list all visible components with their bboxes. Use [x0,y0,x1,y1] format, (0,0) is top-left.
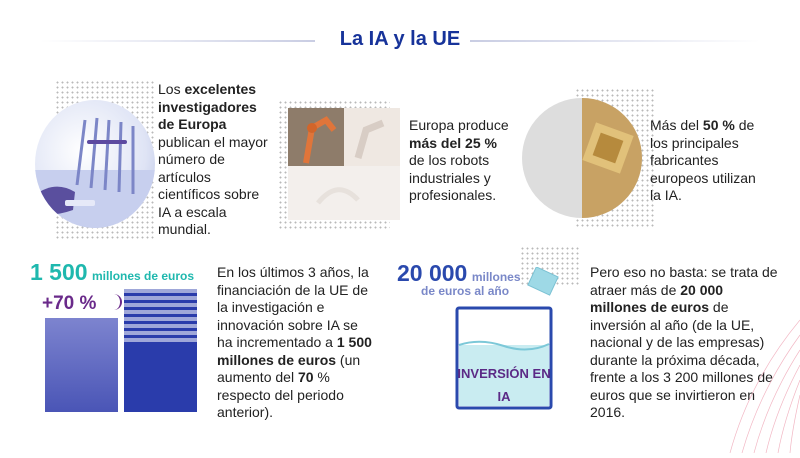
chip-pie-icon [522,98,642,218]
text-segment: publican el mayor número de artículos ci… [158,133,268,238]
pouring-cube-icon [525,266,561,297]
text-highlight: 20 000 millones de euros [590,281,724,316]
funding-stat: 1 500 millones de euros [30,259,194,286]
page-title: La IA y la UE [339,28,461,50]
text-highlight: excelentes investigadores de Europa [158,81,257,132]
corner-decoration [720,300,800,454]
text-segment: de los robots industriales y profesional… [409,152,497,203]
text-highlight: 1 500 millones de euros [217,334,372,368]
text-segment: Pero eso no basta: se trata de atraer má… [590,264,778,298]
stat-value: 1 500 [30,259,88,285]
text-segment: % respecto del periodo anterior). [217,369,344,420]
manufacturers-text: Más del 50 % de los principales fabrican… [650,117,760,205]
text-highlight: 50 % [702,117,735,133]
text-highlight: 70 [297,369,314,385]
robots-photo [288,108,400,220]
researchers-text: Los excelentes investigadores de Europa … [158,81,268,239]
investment-stat: 20 000 millones [397,260,521,287]
investment-text: Pero eso no basta: se trata de atraer má… [590,264,780,422]
robot-arm-icon [288,108,400,220]
text-segment: En los últimos 3 años, la financiación d… [217,264,369,350]
robots-text: Europa produce más del 25 % de los robot… [409,117,519,205]
glass-label: INVERSIÓN EN IA [455,366,553,404]
glass-label-line: IA [497,389,511,404]
stat-unit: millones de euros [92,269,195,283]
chip-pie-graphic [520,93,644,223]
text-segment: Europa produce [409,117,509,133]
stat-unit: millones [471,270,521,284]
percent-increase: +70 % [42,293,97,314]
funding-bar-current [124,289,197,412]
text-segment: Los [158,81,185,97]
text-segment: Más del [650,117,703,133]
title-divider-right [470,40,760,42]
stat-unit: de euros al año [421,284,510,298]
bracket-icon [111,294,122,310]
text-highlight: más del 25 % [409,134,497,151]
funding-bar-previous [45,318,118,412]
glass-icon [455,306,553,410]
text-segment: de inversión al año (de la UE, nacional … [590,299,773,420]
title-divider-left [40,40,315,42]
lab-photo [35,100,155,228]
stat-value: 20 000 [397,260,468,286]
glass-label-line: INVERSIÓN EN [457,366,551,381]
text-segment: de los principales fabricantes europeos … [650,117,756,203]
title-bar: La IA y la UE [0,24,800,54]
lab-test-tubes-icon [35,117,155,228]
funding-text: En los últimos 3 años, la financiación d… [217,264,377,422]
text-segment: (un aumento del [217,351,361,386]
investment-glass [455,300,553,412]
